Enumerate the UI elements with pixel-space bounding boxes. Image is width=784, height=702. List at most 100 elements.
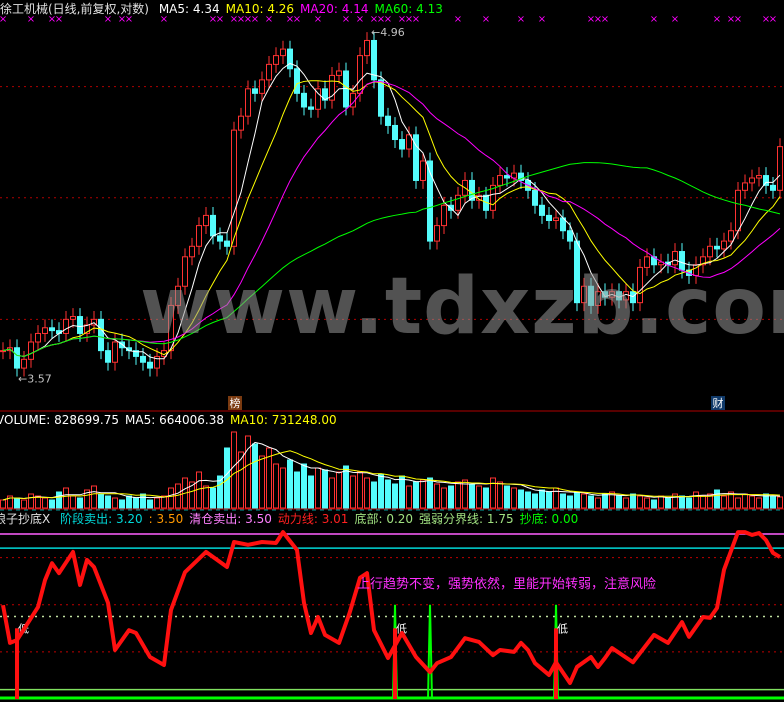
volume-bar xyxy=(434,483,440,509)
volume-bar xyxy=(14,497,20,509)
signal-marker-icon: × xyxy=(405,14,413,25)
signal-marker-icon: × xyxy=(356,14,364,25)
volume-bar xyxy=(238,451,244,509)
candle xyxy=(280,48,286,57)
candle xyxy=(546,214,552,221)
volume-bar xyxy=(84,489,90,509)
signal-marker-icon: × xyxy=(244,14,252,25)
candle xyxy=(77,316,83,334)
volume-bar xyxy=(217,475,223,509)
volume-bar xyxy=(203,485,209,509)
volume-bar xyxy=(105,495,111,509)
legend-value: 3.50 xyxy=(156,512,184,526)
volume-bar xyxy=(490,477,496,509)
signal-marker-icon: × xyxy=(230,14,238,25)
volume-bar xyxy=(714,489,720,509)
low-signal-bar xyxy=(15,628,19,699)
volume-ma10-line xyxy=(2,450,781,501)
candle xyxy=(364,39,370,57)
volume-ma5-line xyxy=(2,441,781,501)
candle xyxy=(735,189,741,232)
legend-item: VOLUME: 828699.75 xyxy=(0,413,119,427)
candle xyxy=(441,204,447,227)
volume-bar xyxy=(364,477,370,509)
low-signal-label: 低 xyxy=(396,622,407,635)
candle xyxy=(413,134,419,181)
volume-legend: VOLUME: 828699.75 MA5: 664006.38 MA10: 731… xyxy=(0,413,343,427)
legend-item: MA20: 4.14 xyxy=(300,2,368,16)
candle xyxy=(672,251,678,266)
candle xyxy=(532,189,538,206)
buy-signal-spike xyxy=(427,604,433,700)
volume-bar xyxy=(329,477,335,509)
legend-item: 动力线: 3.01 xyxy=(278,512,349,526)
signal-marker-icon: × xyxy=(734,14,742,25)
legend-item: MA10: 4.26 xyxy=(226,2,294,16)
volume-bar xyxy=(749,495,755,509)
volume-bar xyxy=(581,493,587,509)
candle xyxy=(518,172,524,181)
legend-label: 底部: xyxy=(354,512,383,526)
volume-bar xyxy=(742,493,748,509)
volume-bar xyxy=(63,487,69,509)
candle xyxy=(378,79,384,117)
tag-bang-bg xyxy=(228,396,242,410)
candle xyxy=(84,324,90,334)
candle xyxy=(231,129,237,247)
candle xyxy=(294,68,300,94)
signal-marker-icon: × xyxy=(398,14,406,25)
volume-bar xyxy=(525,491,531,509)
candle xyxy=(644,256,650,268)
legend-label: 动力线: xyxy=(277,512,318,526)
candle xyxy=(714,245,720,250)
candle xyxy=(224,240,230,247)
volume-bar xyxy=(315,467,321,509)
legend-value: 1.75 xyxy=(486,512,514,526)
candle xyxy=(154,355,160,369)
volume-bar xyxy=(28,493,34,509)
signal-marker-icon: × xyxy=(160,14,168,25)
volume-bar xyxy=(126,495,132,509)
volume-bar xyxy=(42,497,48,509)
indicator-panel: 低低低 xyxy=(0,530,784,700)
signal-marker-icon: × xyxy=(671,14,679,25)
volume-bar xyxy=(693,491,699,509)
signal-marker-icon: × xyxy=(538,14,546,25)
volume-bar xyxy=(161,495,167,509)
candle xyxy=(630,291,636,304)
volume-bar xyxy=(658,495,664,509)
volume-bar xyxy=(623,497,629,509)
volume-bar xyxy=(672,493,678,509)
volume-bar xyxy=(756,497,762,509)
volume-bar xyxy=(343,465,349,509)
candle xyxy=(385,115,391,126)
volume-bar xyxy=(595,497,601,509)
legend-item: 强弱分界线: 1.75 xyxy=(419,512,514,526)
signal-marker-icon: × xyxy=(377,14,385,25)
legend-value: 0.20 xyxy=(386,512,414,526)
candle xyxy=(476,194,482,201)
candle xyxy=(0,350,6,353)
volume-bar xyxy=(154,497,160,509)
legend-value: 4.14 xyxy=(341,2,369,16)
candle xyxy=(504,175,510,179)
volume-bar xyxy=(56,491,62,509)
volume-bar xyxy=(560,493,566,509)
volume-bar xyxy=(532,493,538,509)
signal-marker-icon: × xyxy=(314,14,322,25)
volume-bar xyxy=(21,499,27,509)
candle xyxy=(490,184,496,211)
legend-value: 0.00 xyxy=(551,512,579,526)
volume-panel xyxy=(0,431,783,509)
signal-marker-icon: × xyxy=(237,14,245,25)
signal-marker-icon: × xyxy=(370,14,378,25)
legend-value: 3.50 xyxy=(245,512,272,526)
candle xyxy=(392,124,398,141)
volume-bar xyxy=(763,493,769,509)
volume-bar xyxy=(574,491,580,509)
signal-marker-icon: × xyxy=(286,14,294,25)
candle xyxy=(287,48,293,70)
legend-item: MA5: 4.34 xyxy=(159,2,220,16)
candle xyxy=(602,291,608,298)
